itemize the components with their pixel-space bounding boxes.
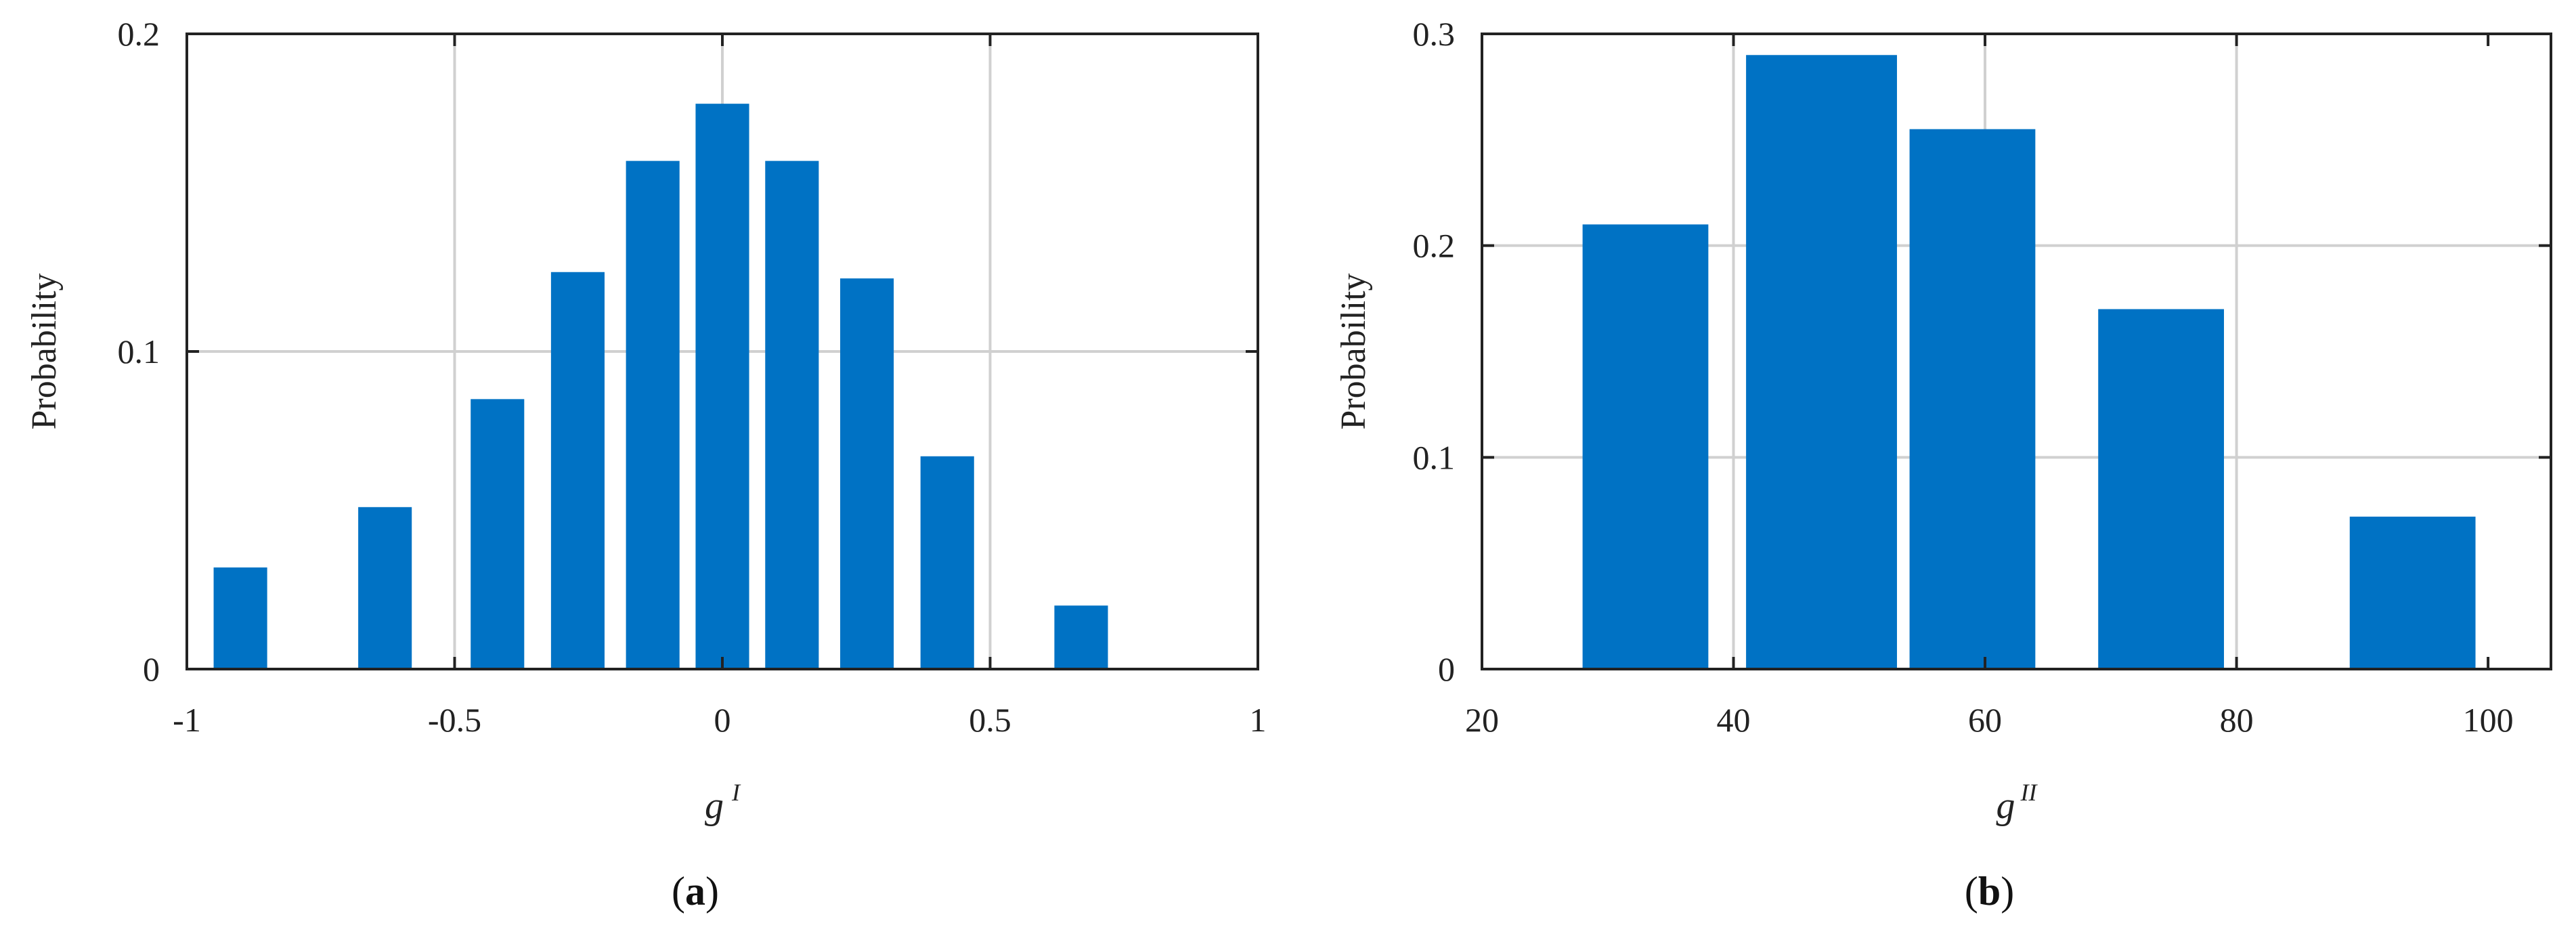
y-tick-label: 0.2 (118, 15, 160, 53)
y-tick-label: 0 (1438, 650, 1455, 688)
bar (1909, 129, 2036, 669)
bar (2349, 516, 2476, 669)
bar (765, 160, 819, 670)
panel-paren-close-a: ) (705, 869, 719, 914)
bar (920, 456, 974, 669)
y-axis-label-b: Probability (1334, 273, 1373, 429)
bar (358, 507, 412, 669)
x-tick-label: 1 (1250, 701, 1267, 739)
x-axis-label-b: g II (1996, 779, 2038, 827)
x-tick-label: -1 (173, 701, 201, 739)
chart-panel-a: 0 0.1 0.2 -1 -0.5 0 0.5 1 Probability g I (a) (25, 15, 1267, 914)
bar (695, 104, 749, 669)
x-tick-labels-a: -1 -0.5 0 0.5 1 (173, 701, 1266, 739)
plot-frame-b (1481, 33, 2552, 670)
x-tick-label: 0 (714, 701, 731, 739)
x-axis-label-a: g I (705, 779, 741, 827)
x-tick-label: 20 (1465, 701, 1499, 739)
bar (1746, 55, 1898, 670)
x-tick-label: 40 (1717, 701, 1751, 739)
y-tick-label: 0.1 (1413, 438, 1456, 476)
y-tick-label: 0 (143, 650, 160, 688)
x-tick-label: -0.5 (428, 701, 481, 739)
x-axis-label-base-b: g (1996, 785, 2015, 827)
chart-panel-b: 00.10.20.3 20 40 60 80 100 Probability g II … (1334, 15, 2552, 914)
x-tick-label: 100 (2463, 701, 2514, 739)
bars-a (213, 104, 1108, 670)
x-tick-label: 0.5 (969, 701, 1011, 739)
axis-ticks-b (1481, 33, 2551, 670)
x-axis-label-sup-b: II (2020, 779, 2038, 806)
y-tick-label: 0.2 (1413, 227, 1456, 265)
bar (1582, 224, 1709, 669)
x-axis-label-sup-a: I (731, 779, 741, 806)
panel-paren-close-b: ) (2001, 869, 2014, 914)
panel-letter-b: b (1978, 869, 2001, 914)
bar (550, 272, 605, 669)
y-tick-label: 0.3 (1413, 15, 1456, 53)
bar (213, 567, 267, 669)
x-tick-labels-b: 20 40 60 80 100 (1465, 701, 2514, 739)
y-tick-labels-b: 0 0.1 0.2 0.3 (1413, 15, 1456, 688)
y-axis-label-a: Probability (25, 273, 64, 429)
bar (840, 278, 894, 669)
y-tick-label: 0.1 (118, 333, 160, 370)
axis-ticks-a (185, 33, 1259, 670)
panel-label-a: (a) (672, 869, 719, 914)
bar (1054, 605, 1108, 669)
y-tick-labels-a: 0 0.1 0.2 (118, 15, 160, 688)
panel-paren-open-a: ( (672, 869, 685, 914)
bars-b (1582, 55, 2476, 670)
panel-paren-open-b: ( (1965, 869, 1978, 914)
panel-label-b: (b) (1965, 869, 2014, 914)
bar (471, 399, 525, 669)
bar (2098, 309, 2225, 669)
x-axis-label-base-a: g (705, 785, 724, 827)
x-tick-label: 60 (1968, 701, 2002, 739)
x-tick-label: 80 (2220, 701, 2254, 739)
panel-letter-a: a (685, 869, 705, 914)
bar (626, 160, 680, 670)
